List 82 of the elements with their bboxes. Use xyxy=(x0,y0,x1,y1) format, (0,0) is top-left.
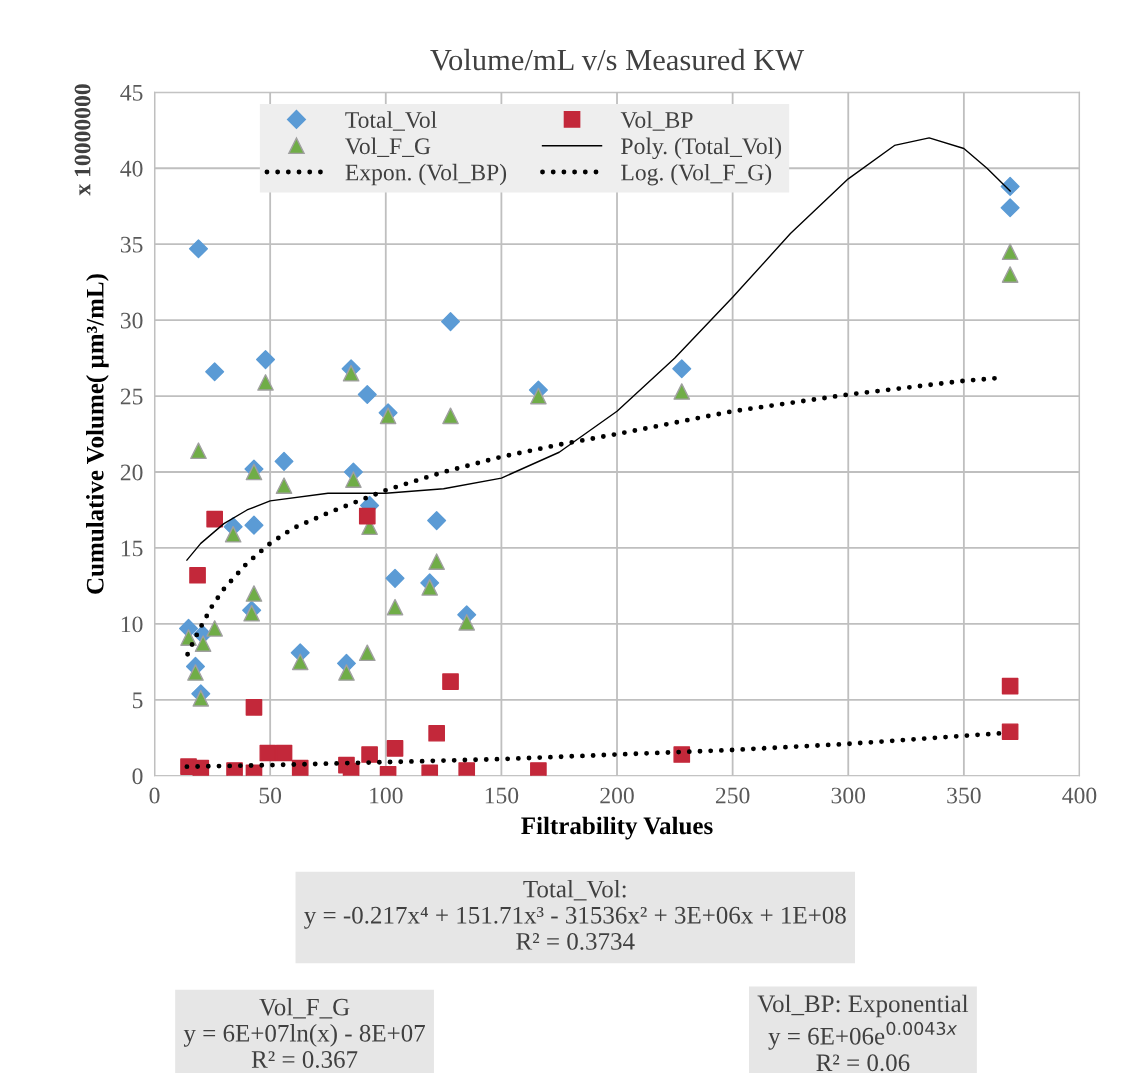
point xyxy=(188,239,209,259)
x-axis-title: Filtrability Values xyxy=(521,816,713,840)
point xyxy=(180,629,197,646)
y-tick-label: 5 xyxy=(132,692,143,709)
point xyxy=(1000,176,1020,196)
x-tick-label: 350 xyxy=(947,787,981,804)
point xyxy=(428,724,445,742)
point xyxy=(190,442,207,460)
point xyxy=(275,744,293,762)
y-tick-label: 45 xyxy=(120,84,143,101)
point xyxy=(530,762,547,776)
point xyxy=(194,635,212,652)
x-tick-label: 100 xyxy=(370,787,403,804)
point xyxy=(1000,198,1020,218)
point xyxy=(206,510,223,528)
point xyxy=(442,407,459,425)
point xyxy=(338,664,355,681)
point xyxy=(1001,243,1019,261)
x-tick-label: 200 xyxy=(600,787,634,804)
point xyxy=(458,614,476,631)
point xyxy=(259,744,277,762)
point xyxy=(189,566,206,584)
point xyxy=(1001,677,1019,695)
y-tick-label: 40 xyxy=(120,160,143,177)
legend-label: Log. (Vol_F_G) xyxy=(621,163,772,186)
point xyxy=(257,374,274,391)
point xyxy=(421,579,439,596)
point xyxy=(275,477,293,495)
y-tick-label: 10 xyxy=(121,616,143,633)
point xyxy=(206,620,223,637)
point xyxy=(345,471,362,488)
point xyxy=(358,507,376,525)
point xyxy=(427,511,447,531)
chart-title: Volume/mL v/s Measured KW xyxy=(430,48,805,71)
legend-label: Vol_BP xyxy=(620,111,693,131)
x-tick-label: 300 xyxy=(831,787,866,804)
point xyxy=(245,585,263,602)
point xyxy=(274,451,294,471)
legend-label: Expon. (Vol_BP) xyxy=(345,163,507,186)
legend-label: Poly. (Total_Vol) xyxy=(621,137,782,160)
point xyxy=(458,762,476,776)
point xyxy=(291,653,309,671)
point xyxy=(342,364,360,382)
x-tick-label: 0 xyxy=(149,787,160,804)
point xyxy=(245,699,263,716)
point xyxy=(385,568,405,588)
point xyxy=(386,740,404,757)
point xyxy=(244,515,264,535)
text: x 10000000 xyxy=(74,84,91,196)
x-tick-label: 50 xyxy=(259,787,282,804)
point xyxy=(442,673,459,690)
text: Vol_BP: Exponential y = 6E+06e$^{0.0043x}$ R² = 0.06 xyxy=(757,994,969,1072)
point xyxy=(1001,266,1019,283)
text: Vol_F_G y = 6E+07ln(x) - 8E+07 R² = 0.367 xyxy=(183,997,425,1068)
y-tick-label: 20 xyxy=(120,464,143,481)
point xyxy=(187,664,204,681)
point xyxy=(357,385,377,405)
point xyxy=(440,312,461,332)
y-tick-label: 0 xyxy=(132,768,143,785)
point xyxy=(224,525,242,543)
point xyxy=(361,746,378,763)
y-tick-label: 30 xyxy=(120,312,143,329)
point xyxy=(1001,723,1019,741)
point xyxy=(673,383,691,400)
legend-label: Vol_F_G xyxy=(345,137,431,158)
point xyxy=(205,362,225,382)
point xyxy=(428,553,445,570)
y-tick-label: 25 xyxy=(120,388,143,405)
point xyxy=(255,350,276,370)
y-tick-label: 35 xyxy=(120,236,143,253)
point xyxy=(386,598,404,616)
point xyxy=(672,359,692,379)
x-tick-label: 150 xyxy=(485,787,519,804)
x-tick-label: 250 xyxy=(715,787,750,804)
point xyxy=(192,689,210,707)
y-axis-title: Cumulative Volume( µm³/mL) xyxy=(86,274,109,594)
legend-label: Total_Vol xyxy=(345,111,437,131)
text: Total_Vol: y = -0.217x⁴ + 151.71x³ - 31536x² + 3E+06x + 1E+08 R² = 0.3734 xyxy=(304,879,846,950)
x-tick-label: 400 xyxy=(1062,787,1097,804)
point xyxy=(358,644,376,662)
y-tick-label: 15 xyxy=(121,540,143,557)
point xyxy=(530,387,547,405)
